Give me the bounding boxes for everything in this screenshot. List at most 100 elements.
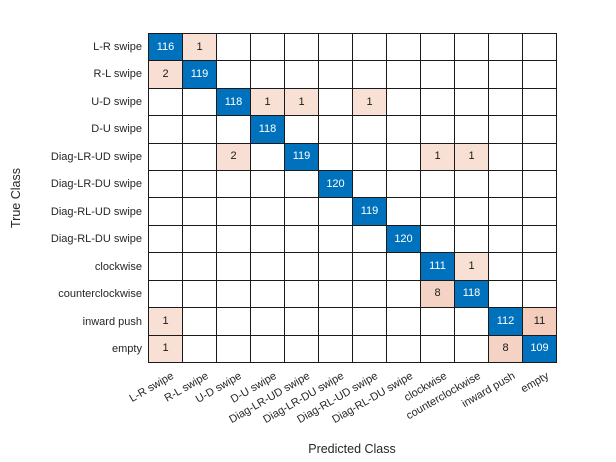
matrix-cell [149,280,183,309]
matrix-cell [251,61,285,89]
matrix-cell [455,335,489,363]
col-label: Diag-RL-UD swipe [295,370,381,426]
matrix-cell [455,225,489,254]
confusion-matrix-grid: 116 1 2 119 118 1 1 1 118 2 119 1 1 120 119 120 111 1 8 118… [148,33,557,363]
matrix-cell [251,308,285,336]
matrix-cell [251,253,285,281]
matrix-cell [489,225,523,254]
matrix-cell [489,88,523,117]
row-label: inward push [82,315,142,328]
matrix-cell: 11 [523,308,557,336]
matrix-cell [353,34,387,62]
matrix-cell [421,34,455,62]
matrix-cell [251,335,285,363]
matrix-cell: 120 [387,225,421,254]
matrix-cell [217,34,251,62]
matrix-cell [421,225,455,254]
matrix-cell [183,225,217,254]
matrix-cell [353,116,387,144]
matrix-cell: 111 [421,253,455,281]
matrix-cell [319,225,353,254]
matrix-cell [217,335,251,363]
matrix-cell [149,88,183,117]
matrix-cell [489,116,523,144]
matrix-cell [285,308,319,336]
matrix-cell: 1 [183,34,217,62]
matrix-cell: 1 [455,143,489,172]
matrix-cell: 1 [149,335,183,363]
matrix-cell [387,61,421,89]
col-label: D-U swipe [228,370,279,406]
matrix-cell: 120 [319,171,353,199]
matrix-cell [183,171,217,199]
matrix-cell [353,335,387,363]
matrix-cell [421,171,455,199]
matrix-cell [251,280,285,309]
matrix-cell [455,88,489,117]
matrix-cell [285,225,319,254]
row-label: counterclockwise [58,288,142,301]
matrix-cell [523,171,557,199]
matrix-cell [183,116,217,144]
row-label: clockwise [94,260,142,273]
matrix-cell [523,253,557,281]
matrix-cell [285,198,319,226]
matrix-cell [183,198,217,226]
matrix-cell [149,198,183,226]
matrix-cell: 118 [251,116,285,144]
matrix-cell [387,280,421,309]
row-label: Diag-LR-UD swipe [50,150,142,163]
matrix-cell [455,61,489,89]
matrix-cell: 1 [251,88,285,117]
matrix-cell [217,116,251,144]
matrix-cell [285,61,319,89]
matrix-cell [183,88,217,117]
col-label: Diag-LR-DU swipe [261,370,347,426]
matrix-cell [149,171,183,199]
matrix-cell [319,61,353,89]
matrix-cell [183,280,217,309]
matrix-cell: 1 [149,308,183,336]
matrix-cell [217,225,251,254]
matrix-cell [183,335,217,363]
matrix-cell [421,335,455,363]
col-label: U-D swipe [194,370,245,406]
matrix-cell: 119 [285,143,319,172]
matrix-cell [523,143,557,172]
matrix-cell [319,34,353,62]
matrix-cell [523,34,557,62]
x-axis-label: Predicted Class [308,442,396,456]
matrix-cell [387,143,421,172]
matrix-cell [353,308,387,336]
matrix-cell [455,116,489,144]
col-label: empty [519,370,551,396]
matrix-cell: 2 [149,61,183,89]
matrix-cell: 2 [217,143,251,172]
col-label: clockwise [401,370,449,404]
matrix-cell [217,198,251,226]
matrix-cell [523,198,557,226]
matrix-cell [489,253,523,281]
matrix-cell: 1 [353,88,387,117]
matrix-cell [285,253,319,281]
matrix-cell [149,225,183,254]
matrix-cell [421,308,455,336]
matrix-cell [387,253,421,281]
matrix-cell [319,308,353,336]
matrix-cell: 112 [489,308,523,336]
matrix-cell: 116 [149,34,183,62]
matrix-cell [353,280,387,309]
matrix-cell: 118 [455,280,489,309]
matrix-cell [149,143,183,172]
matrix-cell [217,171,251,199]
matrix-cell [455,308,489,336]
matrix-cell [217,253,251,281]
matrix-cell [319,280,353,309]
matrix-cell [251,198,285,226]
matrix-cell [149,116,183,144]
matrix-cell [183,253,217,281]
matrix-cell [251,225,285,254]
row-label: L-R swipe [93,40,142,53]
matrix-cell [455,198,489,226]
